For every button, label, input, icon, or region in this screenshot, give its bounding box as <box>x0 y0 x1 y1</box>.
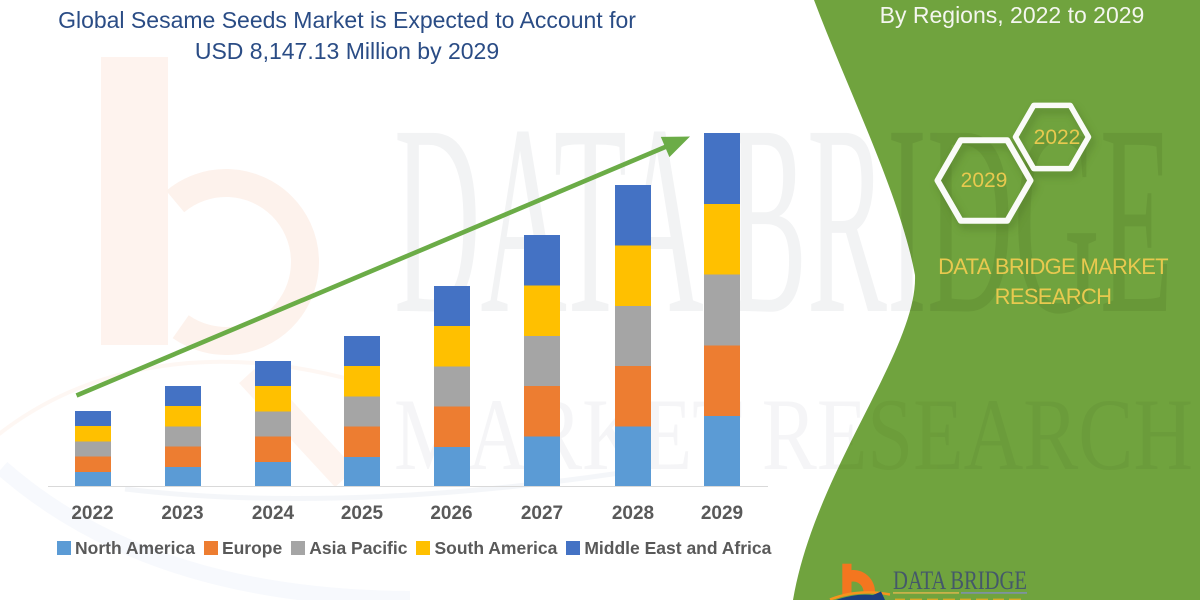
svg-text:DATA BRIDGE: DATA BRIDGE <box>893 566 1027 595</box>
